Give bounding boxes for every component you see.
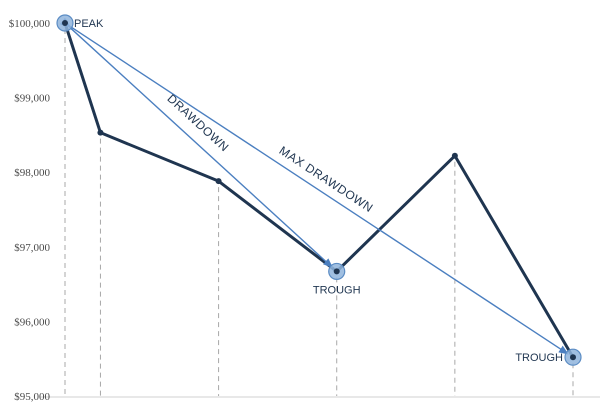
data-point (215, 178, 222, 185)
y-tick-label: $98,000 (14, 167, 50, 179)
data-point (570, 354, 576, 361)
data-point (97, 129, 104, 136)
annotation-arrow (60, 18, 569, 355)
y-tick-label: $99,000 (14, 93, 50, 105)
point-label: PEAK (74, 18, 104, 30)
y-tick-label: $95,000 (14, 391, 50, 403)
data-point (333, 268, 340, 275)
data-point (451, 152, 458, 159)
annotation-label: MAX DRAWDOWN (277, 143, 376, 215)
y-axis: $100,000 $99,000 $98,000 $97,000 $96,000 $95,… (9, 18, 600, 403)
point-label: TROUGH (515, 352, 563, 364)
annotation-arrow (60, 18, 334, 269)
y-tick-label: $96,000 (14, 316, 50, 328)
data-points (56, 14, 582, 366)
y-tick-label: $100,000 (9, 18, 51, 30)
y-tick-label: $97,000 (14, 242, 50, 254)
drop-lines (64, 29, 574, 396)
annotation-arrows (60, 18, 569, 355)
data-point (62, 20, 68, 26)
point-label: TROUGH (313, 284, 361, 296)
